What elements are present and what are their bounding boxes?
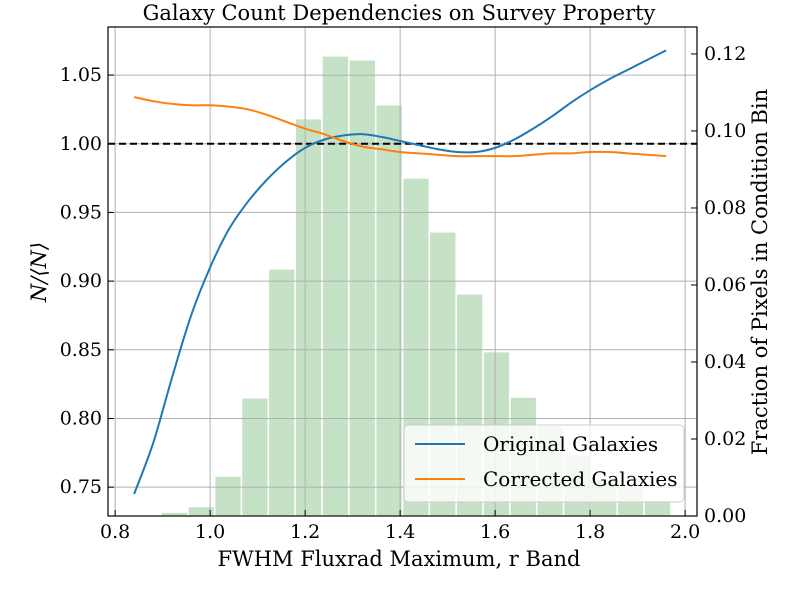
x-tick-label: 1.2 [290, 521, 320, 543]
plot-frame [107, 26, 698, 517]
histogram-bar [294, 117, 323, 517]
y-right-tick-label: 0.06 [704, 274, 746, 296]
histogram-bar [187, 505, 216, 517]
y-axis-right: 0.00 0.02 0.04 0.06 0.08 0.10 0.12 [691, 43, 746, 527]
x-tick-label: 2.0 [670, 521, 700, 543]
y-right-tick-label: 0.00 [704, 505, 746, 527]
y-tick-label: 1.05 [60, 64, 102, 86]
y-right-tick-label: 0.08 [704, 197, 746, 219]
series-line-original [133, 49, 667, 495]
y-axis-left: 0.75 0.80 0.85 0.90 0.95 1.00 1.05 [60, 64, 114, 498]
histogram-bar [267, 268, 296, 517]
x-tick-label: 1.0 [195, 521, 225, 543]
chart-title: Galaxy Count Dependencies on Survey Prop… [143, 1, 656, 25]
legend-label-corrected: Corrected Galaxies [483, 467, 678, 491]
histogram-bar [374, 104, 404, 517]
histogram-bar [348, 58, 377, 517]
y-right-tick-label: 0.12 [704, 43, 746, 65]
y-tick-label: 0.80 [60, 407, 102, 429]
histogram-bar [240, 397, 270, 517]
y-axis-right-label: Fraction of Pixels in Condition Bin [748, 89, 772, 455]
x-axis-label: FWHM Fluxrad Maximum, r Band [218, 547, 581, 571]
x-tick-label: 1.4 [385, 521, 415, 543]
legend-box [403, 424, 685, 503]
legend: Original Galaxies Corrected Galaxies [403, 424, 685, 503]
y-axis-label: N/⟨N⟩ [27, 242, 51, 303]
legend-label-original: Original Galaxies [483, 432, 658, 456]
y-tick-label: 1.00 [60, 133, 102, 155]
y-tick-label: 0.90 [60, 270, 102, 292]
histogram-bar [213, 475, 243, 517]
y-right-tick-label: 0.10 [704, 120, 746, 142]
histogram-bar [321, 55, 350, 517]
x-tick-label: 1.6 [480, 521, 510, 543]
y-tick-label: 0.75 [60, 476, 102, 498]
x-axis: 0.8 1.0 1.2 1.4 1.6 1.8 2.0 [100, 510, 700, 543]
series-line-corrected [133, 96, 667, 158]
x-tick-label: 1.8 [575, 521, 605, 543]
x-tick-label: 0.8 [100, 521, 130, 543]
y-right-tick-label: 0.04 [704, 351, 746, 373]
y-tick-label: 0.95 [60, 201, 102, 223]
y-tick-label: 0.85 [60, 339, 102, 361]
y-right-tick-label: 0.02 [704, 428, 746, 450]
